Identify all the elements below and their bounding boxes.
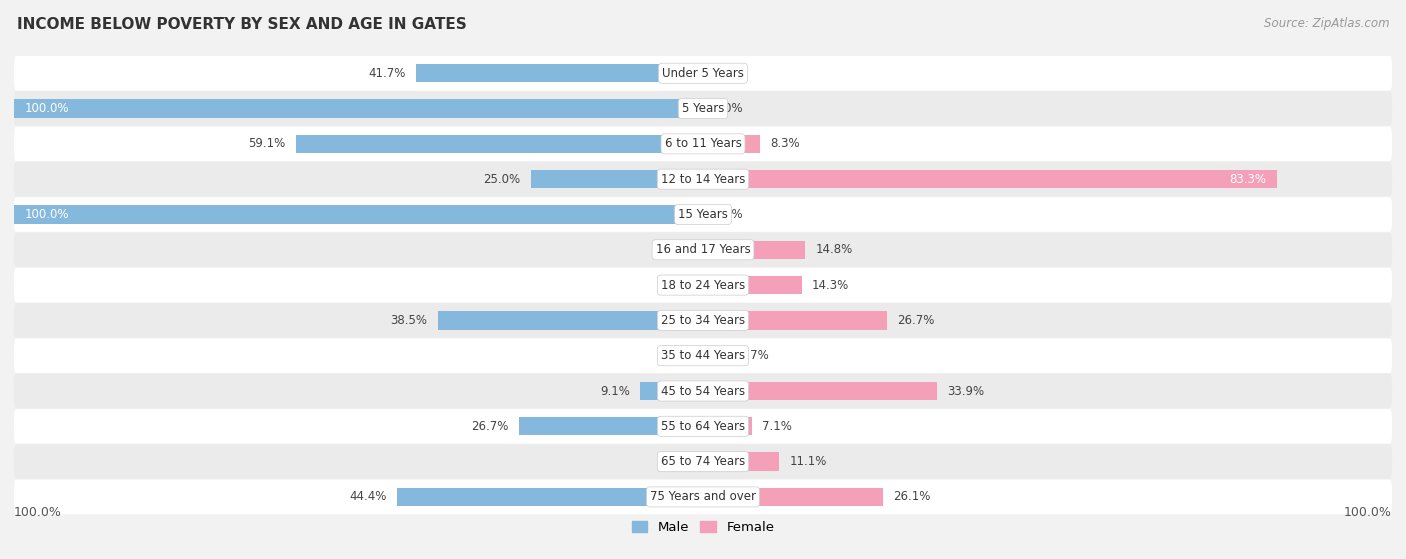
Text: 0.0%: 0.0% <box>664 349 693 362</box>
Text: 5 Years: 5 Years <box>682 102 724 115</box>
Bar <box>295 135 703 153</box>
Text: 8.3%: 8.3% <box>770 138 800 150</box>
FancyBboxPatch shape <box>14 197 1392 232</box>
FancyBboxPatch shape <box>14 162 1392 196</box>
Bar <box>531 170 703 188</box>
FancyBboxPatch shape <box>14 56 1392 91</box>
Bar <box>703 311 887 330</box>
Text: 0.0%: 0.0% <box>713 208 742 221</box>
Text: 25 to 34 Years: 25 to 34 Years <box>661 314 745 327</box>
Bar <box>437 311 703 330</box>
FancyBboxPatch shape <box>14 480 1392 514</box>
Text: 100.0%: 100.0% <box>1344 506 1392 519</box>
FancyBboxPatch shape <box>14 233 1392 267</box>
Text: Source: ZipAtlas.com: Source: ZipAtlas.com <box>1264 17 1389 30</box>
Bar <box>396 488 703 506</box>
Text: 35 to 44 Years: 35 to 44 Years <box>661 349 745 362</box>
Bar <box>14 205 703 224</box>
Bar <box>416 64 703 82</box>
FancyBboxPatch shape <box>14 268 1392 302</box>
Text: 0.0%: 0.0% <box>664 278 693 292</box>
Text: 11.1%: 11.1% <box>790 455 827 468</box>
Bar <box>640 382 703 400</box>
Text: 26.7%: 26.7% <box>897 314 935 327</box>
Bar <box>519 417 703 435</box>
Text: 0.0%: 0.0% <box>664 243 693 256</box>
Text: 15 Years: 15 Years <box>678 208 728 221</box>
Bar <box>703 382 936 400</box>
Text: 25.0%: 25.0% <box>484 173 520 186</box>
FancyBboxPatch shape <box>14 126 1392 161</box>
Text: 14.8%: 14.8% <box>815 243 852 256</box>
Bar <box>14 100 703 118</box>
Text: 0.0%: 0.0% <box>664 455 693 468</box>
Text: 26.7%: 26.7% <box>471 420 509 433</box>
Text: 100.0%: 100.0% <box>14 506 62 519</box>
FancyBboxPatch shape <box>14 338 1392 373</box>
Text: 12 to 14 Years: 12 to 14 Years <box>661 173 745 186</box>
Text: 100.0%: 100.0% <box>24 208 69 221</box>
FancyBboxPatch shape <box>14 303 1392 338</box>
Bar <box>703 417 752 435</box>
Text: 0.0%: 0.0% <box>713 102 742 115</box>
FancyBboxPatch shape <box>14 444 1392 479</box>
Text: 83.3%: 83.3% <box>1230 173 1267 186</box>
Text: 16 and 17 Years: 16 and 17 Years <box>655 243 751 256</box>
Text: 44.4%: 44.4% <box>350 490 387 504</box>
Text: 59.1%: 59.1% <box>249 138 285 150</box>
Text: 18 to 24 Years: 18 to 24 Years <box>661 278 745 292</box>
Text: 41.7%: 41.7% <box>368 67 405 80</box>
Text: 9.1%: 9.1% <box>600 385 630 397</box>
Bar <box>703 347 728 365</box>
Text: 45 to 54 Years: 45 to 54 Years <box>661 385 745 397</box>
Text: 100.0%: 100.0% <box>24 102 69 115</box>
Text: 3.7%: 3.7% <box>738 349 769 362</box>
Text: Under 5 Years: Under 5 Years <box>662 67 744 80</box>
FancyBboxPatch shape <box>14 374 1392 408</box>
Legend: Male, Female: Male, Female <box>626 515 780 539</box>
Text: 65 to 74 Years: 65 to 74 Years <box>661 455 745 468</box>
Bar <box>703 170 1277 188</box>
FancyBboxPatch shape <box>14 409 1392 444</box>
Text: 7.1%: 7.1% <box>762 420 792 433</box>
Text: 14.3%: 14.3% <box>811 278 849 292</box>
Text: 38.5%: 38.5% <box>391 314 427 327</box>
Text: 0.0%: 0.0% <box>713 67 742 80</box>
Bar <box>703 240 806 259</box>
Bar <box>703 276 801 294</box>
Text: 6 to 11 Years: 6 to 11 Years <box>665 138 741 150</box>
Bar <box>703 135 761 153</box>
Text: 33.9%: 33.9% <box>946 385 984 397</box>
Text: INCOME BELOW POVERTY BY SEX AND AGE IN GATES: INCOME BELOW POVERTY BY SEX AND AGE IN G… <box>17 17 467 32</box>
Text: 75 Years and over: 75 Years and over <box>650 490 756 504</box>
FancyBboxPatch shape <box>14 91 1392 126</box>
Text: 26.1%: 26.1% <box>893 490 931 504</box>
Text: 55 to 64 Years: 55 to 64 Years <box>661 420 745 433</box>
Bar <box>703 452 779 471</box>
Bar <box>703 488 883 506</box>
